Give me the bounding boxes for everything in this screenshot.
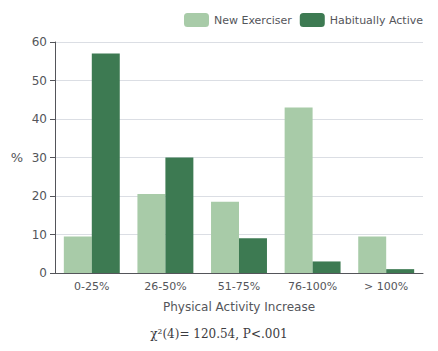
svg-text:10: 10 [32, 228, 47, 242]
svg-text:76-100%: 76-100% [288, 280, 337, 293]
svg-text:20: 20 [32, 189, 47, 203]
svg-text:30: 30 [32, 151, 47, 165]
svg-text:> 100%: > 100% [364, 280, 408, 293]
svg-text:0-25%: 0-25% [74, 280, 109, 293]
svg-text:0: 0 [39, 266, 47, 280]
svg-text:40: 40 [32, 112, 47, 126]
svg-text:New Exerciser: New Exerciser [214, 14, 292, 27]
svg-text:Physical Activity Increase: Physical Activity Increase [163, 300, 315, 314]
svg-text:50: 50 [32, 74, 47, 88]
svg-text:Habitually Active: Habitually Active [330, 14, 423, 27]
svg-text:51-75%: 51-75% [218, 280, 260, 293]
svg-text:χ²(4)= 120.54, P<.001: χ²(4)= 120.54, P<.001 [150, 327, 287, 341]
svg-text:60: 60 [32, 35, 47, 49]
svg-text:%: % [11, 150, 23, 165]
svg-text:26-50%: 26-50% [144, 280, 186, 293]
